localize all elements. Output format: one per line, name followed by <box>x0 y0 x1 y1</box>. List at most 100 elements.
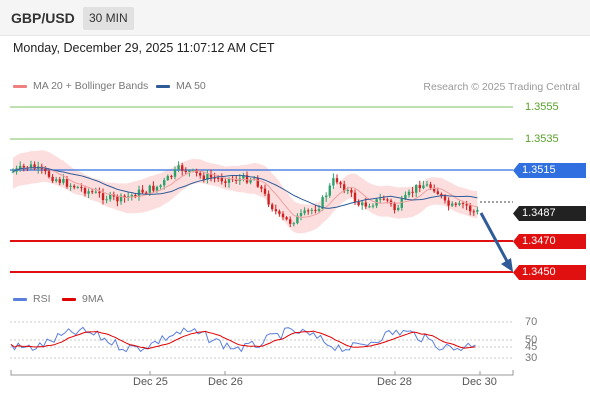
candle-body-91 <box>339 182 342 185</box>
candle-body-2 <box>19 165 22 169</box>
candle-body-0 <box>11 171 15 173</box>
candle-body-54 <box>206 174 209 180</box>
candle-body-70 <box>263 188 267 194</box>
timestamp: Monday, December 29, 2025 11:07:12 AM CE… <box>13 41 275 55</box>
candle-body-57 <box>217 177 220 179</box>
candle-body-125 <box>461 203 465 205</box>
candle-body-29 <box>116 196 119 202</box>
candle-body-10 <box>47 171 51 177</box>
candle-body-13 <box>58 179 61 183</box>
candle-body-97 <box>361 202 364 206</box>
level-badge-s1: 1.3470 <box>513 234 586 249</box>
candle-body-129 <box>476 210 479 212</box>
candle-body-122 <box>451 203 454 206</box>
legend-rsi: RSI <box>13 293 51 305</box>
candle-body-93 <box>346 190 349 192</box>
x-axis-line <box>10 370 514 376</box>
legend-ma50: MA 50 <box>156 80 206 92</box>
candle-body-100 <box>371 205 375 207</box>
candle-body-64 <box>242 175 245 179</box>
candle-body-65 <box>245 175 249 183</box>
candle-body-121 <box>447 200 450 206</box>
candle-body-44 <box>170 176 173 178</box>
level-label-r2: 1.3535 <box>525 133 559 145</box>
candle-body-77 <box>289 219 292 224</box>
candle-body-73 <box>274 209 277 212</box>
candle-body-115 <box>425 184 429 186</box>
candle-body-71 <box>267 193 270 205</box>
candle-body-30 <box>119 195 123 202</box>
x-label-dec26: Dec 26 <box>208 376 243 388</box>
candle-body-26 <box>105 199 108 201</box>
candle-body-18 <box>76 187 79 189</box>
candle-body-75 <box>281 213 285 218</box>
candle-body-28 <box>112 194 115 197</box>
symbol-label: GBP/USD <box>11 10 75 26</box>
candle-body-66 <box>249 179 252 183</box>
candle-body-86 <box>321 197 324 210</box>
candle-body-22 <box>91 191 94 193</box>
candle-body-15 <box>65 178 69 187</box>
candle-body-128 <box>472 211 475 213</box>
candle-body-48 <box>184 170 187 173</box>
candle-body-41 <box>159 185 162 187</box>
candle-body-3 <box>22 165 25 168</box>
candle-body-120 <box>443 196 447 201</box>
legend-label-rsi: RSI <box>33 293 51 305</box>
forecast-arrow <box>479 212 513 272</box>
candle-body-89 <box>332 178 335 186</box>
candle-body-109 <box>404 194 407 199</box>
candle-body-17 <box>73 185 76 188</box>
candle-body-127 <box>469 205 472 212</box>
bollinger-band <box>13 150 478 234</box>
candle-body-82 <box>307 210 310 212</box>
forecast-arrow-shaft <box>479 212 510 264</box>
candle-body-79 <box>296 215 299 224</box>
candle-body-74 <box>278 211 281 214</box>
candle-body-62 <box>235 179 238 182</box>
candle-body-104 <box>386 199 389 201</box>
candle-body-112 <box>415 185 418 193</box>
candle-body-98 <box>364 202 367 207</box>
candle-body-42 <box>163 180 166 186</box>
candle-body-96 <box>357 201 360 206</box>
candle-body-37 <box>145 192 148 194</box>
candle-body-34 <box>134 195 137 198</box>
rsi-line <box>10 326 476 353</box>
candle-body-53 <box>202 175 205 180</box>
candle-body-81 <box>303 210 306 214</box>
candle-body-103 <box>382 198 385 200</box>
candle-body-27 <box>109 194 112 200</box>
candle-body-39 <box>152 185 155 191</box>
candle-body-95 <box>353 192 357 202</box>
rsi-swatch <box>13 297 27 301</box>
x-label-dec30: Dec 30 <box>462 376 497 388</box>
candle-body-24 <box>98 191 101 194</box>
candle-body-56 <box>213 177 216 179</box>
timeframe-button[interactable]: 30 MIN <box>83 7 134 30</box>
candle-body-6 <box>33 164 36 169</box>
candle-body-40 <box>155 186 159 191</box>
candle-body-43 <box>166 176 169 181</box>
legend-label-ma50: MA 50 <box>176 80 206 92</box>
candle-body-80 <box>299 213 303 216</box>
candle-body-84 <box>314 209 317 211</box>
candle-body-72 <box>271 204 274 210</box>
ma50-swatch <box>156 84 170 88</box>
candle-body-110 <box>407 191 411 195</box>
legend-label-ma20: MA 20 + Bollinger Bands <box>33 80 149 92</box>
credit-text: Research © 2025 Trading Central <box>423 81 580 93</box>
candle-body-55 <box>209 174 213 178</box>
candle-body-36 <box>141 189 144 193</box>
rsi-axis-30: 30 <box>525 352 538 364</box>
candle-body-45 <box>173 169 177 177</box>
candle-body-126 <box>465 204 468 206</box>
candle-body-106 <box>393 203 396 211</box>
candle-body-31 <box>123 195 126 198</box>
candle-body-78 <box>292 223 295 225</box>
candle-body-87 <box>325 195 328 198</box>
candle-body-32 <box>127 196 130 198</box>
candle-body-102 <box>379 198 382 200</box>
rsi-axis-50: 50 <box>525 334 538 346</box>
